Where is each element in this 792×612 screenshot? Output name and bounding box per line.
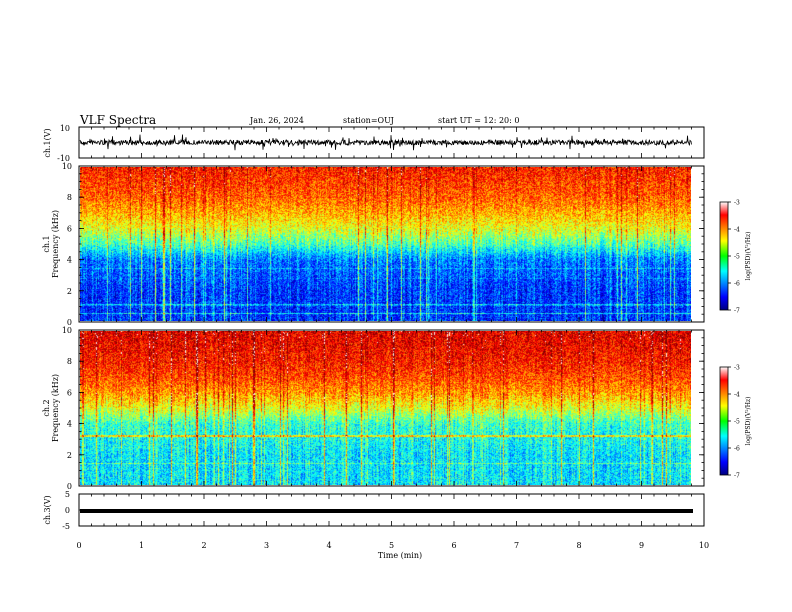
axis-ticks-group: 0 1 2 3 4 5 6 7 8 9 1010-100246810024681050-5-3-4-… xyxy=(57,124,740,550)
x-tick-label: 5 xyxy=(389,541,394,550)
ch1-spec-tick-label: 10 xyxy=(62,162,72,171)
ch1-spec-tick-label: 6 xyxy=(67,224,72,233)
x-tick-label: 0 xyxy=(76,541,81,550)
ch1-spec-ylabel-1: ch.1 xyxy=(42,235,51,252)
ch2-spectrogram-panel xyxy=(78,329,705,487)
ch3-waveform-panel xyxy=(78,493,705,527)
ch2-spec-tick-label: 4 xyxy=(67,420,72,429)
ch2-spec-tick-label: 10 xyxy=(62,326,72,335)
colorbar-tick-label: -5 xyxy=(734,419,740,426)
colorbar-tick-label: -4 xyxy=(734,392,740,399)
ch1-spec-tick-label: 4 xyxy=(67,256,72,265)
ch3-wave-tick-label: 5 xyxy=(65,490,70,499)
ch2-spec-ylabel-1: ch.2 xyxy=(42,399,51,416)
ch1-wave-tick-label: -10 xyxy=(57,154,70,163)
colorbar-tick-label: -7 xyxy=(734,473,740,480)
ch1-spec-tick-label: 2 xyxy=(67,287,72,296)
start-time-label: start UT = 12: 20: 0 xyxy=(438,116,520,125)
colorbar-tick-label: -6 xyxy=(734,446,740,453)
colorbar-tick-label: -6 xyxy=(734,281,740,288)
ch1-spec-tick-label: 8 xyxy=(67,193,72,202)
x-tick-label: 3 xyxy=(264,541,269,550)
ch1-wave-tick-label: 10 xyxy=(60,124,70,133)
x-axis-label: Time (min) xyxy=(378,551,422,560)
ch3-waveform-line xyxy=(80,509,693,513)
ch1-spectrogram-image xyxy=(80,167,691,321)
ch2-colorbar-label: log(PSD)(V²/Hz) xyxy=(745,397,752,446)
colorbar-tick-label: -4 xyxy=(734,227,740,234)
ch1-wave-ylabel: ch.1(V) xyxy=(43,128,52,157)
ch2-spec-tick-label: 0 xyxy=(67,482,72,491)
station-label: station=OUJ xyxy=(343,116,394,125)
ch1-waveform-panel xyxy=(78,126,705,159)
x-tick-label: 8 xyxy=(576,541,581,550)
ch3-wave-ylabel: ch.3(V) xyxy=(43,495,52,524)
colorbar-tick-label: -5 xyxy=(734,254,740,261)
x-tick-label: 9 xyxy=(639,541,644,550)
ch2-spectrogram-image xyxy=(80,331,691,485)
chart-title: VLF Spectra xyxy=(80,113,157,127)
x-tick-label: 7 xyxy=(514,541,519,550)
ch2-spec-tick-label: 2 xyxy=(67,451,72,460)
ch2-spec-tick-label: 8 xyxy=(67,357,72,366)
x-tick-label: 4 xyxy=(326,541,331,550)
ch1-spec-tick-label: 0 xyxy=(67,318,72,327)
ch1-waveform-line xyxy=(79,134,692,151)
x-tick-label: 2 xyxy=(201,541,206,550)
colorbar-tick-label: -3 xyxy=(734,365,740,372)
colorbar-tick-label: -7 xyxy=(734,308,740,315)
ch2-spec-ylabel-2: Frequency (kHz) xyxy=(51,374,60,442)
colorbar-tick-label: -3 xyxy=(734,200,740,207)
ch1-spectrogram-panel xyxy=(78,165,705,323)
date-label: Jan. 26, 2024 xyxy=(250,116,304,125)
ch3-wave-tick-label: -5 xyxy=(62,522,70,531)
x-tick-label: 10 xyxy=(699,541,709,550)
x-tick-label: 1 xyxy=(139,541,144,550)
ch1-colorbar-label: log(PSD)(V²/Hz) xyxy=(745,232,752,281)
ch2-spec-tick-label: 6 xyxy=(67,388,72,397)
ch3-wave-tick-label: 0 xyxy=(65,506,70,515)
x-tick-label: 6 xyxy=(451,541,456,550)
ch1-spec-ylabel-2: Frequency (kHz) xyxy=(51,210,60,278)
